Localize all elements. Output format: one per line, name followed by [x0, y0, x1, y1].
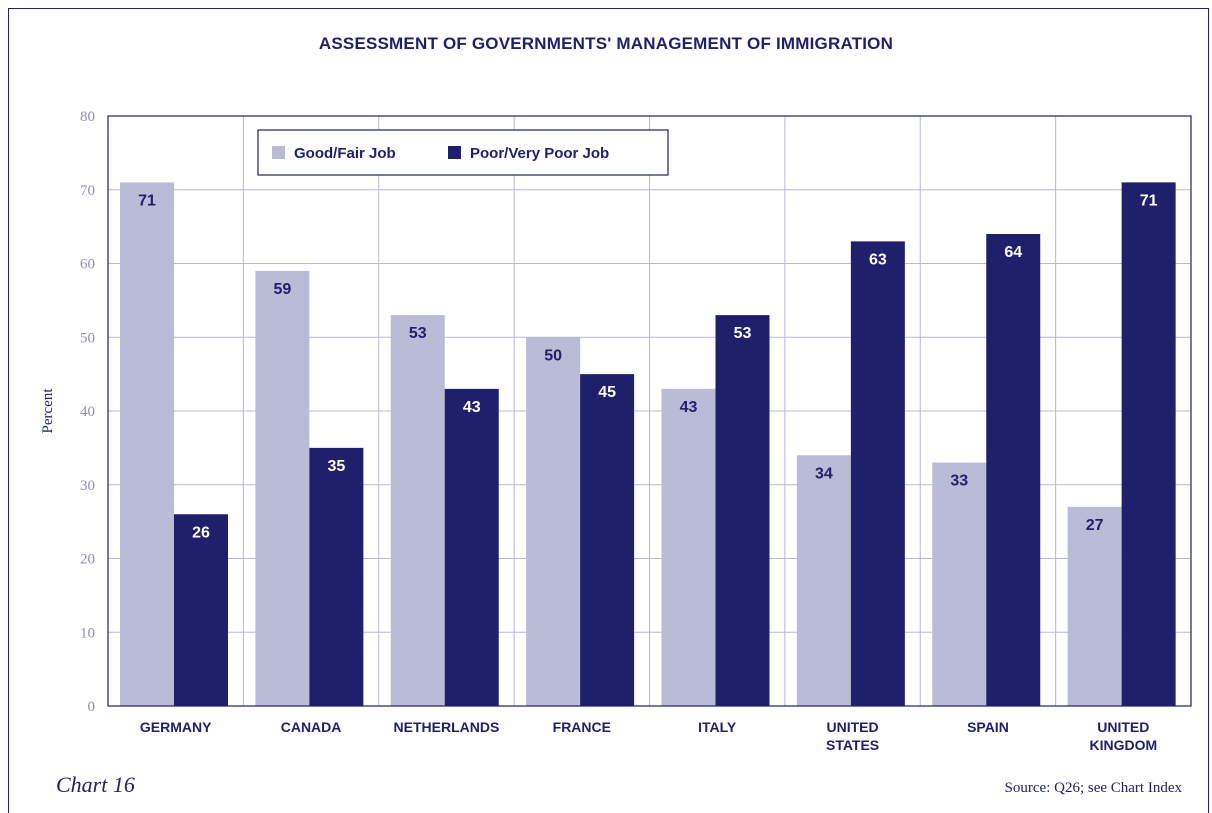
data-label: 43: [680, 399, 698, 416]
bar-layer: [120, 182, 1176, 706]
bar: [526, 337, 581, 706]
y-tick-label: 40: [80, 404, 95, 420]
legend: Good/Fair Job Poor/Very Poor Job: [257, 129, 669, 176]
bar: [986, 234, 1041, 706]
y-tick-label: 10: [80, 625, 95, 641]
data-label: 59: [273, 281, 291, 298]
data-label: 33: [950, 473, 968, 490]
data-label: 26: [192, 524, 210, 541]
y-tick-label: 70: [80, 183, 95, 199]
legend-swatch: [448, 146, 461, 159]
data-label: 35: [327, 458, 345, 475]
data-label: 71: [138, 192, 156, 209]
bar: [715, 315, 770, 706]
category-label: SPAIN: [967, 719, 1009, 735]
data-label: 34: [815, 465, 833, 482]
bar: [309, 447, 364, 706]
y-axis-label: Percent: [40, 388, 56, 434]
category-label: STATES: [826, 737, 879, 753]
plot-border: [107, 115, 1192, 707]
y-tick-label: 50: [80, 330, 95, 346]
category-label: ITALY: [698, 719, 737, 735]
data-label: 53: [734, 325, 752, 342]
category-label: UNITED: [1097, 719, 1149, 735]
source-note: Source: Q26; see Chart Index: [1004, 780, 1182, 796]
chart-number: Chart 16: [56, 772, 135, 797]
y-tick-label: 0: [88, 699, 96, 715]
bar: [1067, 506, 1122, 706]
bar: [850, 241, 905, 706]
bar: [661, 388, 716, 706]
chart-title: ASSESSMENT OF GOVERNMENTS' MANAGEMENT OF…: [318, 34, 894, 53]
category-label: GERMANY: [140, 719, 212, 735]
data-label: 53: [409, 325, 427, 342]
data-label: 50: [544, 347, 562, 364]
bar: [174, 514, 228, 706]
legend-box: [257, 129, 669, 176]
legend-label: Poor/Very Poor Job: [470, 145, 609, 162]
category-label: NETHERLANDS: [394, 719, 500, 735]
legend-swatch: [272, 146, 285, 159]
data-label: 45: [598, 384, 616, 401]
data-label: 27: [1086, 517, 1104, 534]
category-label: KINGDOM: [1089, 737, 1157, 753]
bar: [580, 374, 635, 706]
y-tick-label: 80: [80, 109, 95, 125]
bar: [255, 270, 310, 706]
category-label: CANADA: [281, 719, 342, 735]
category-label: FRANCE: [553, 719, 611, 735]
data-label: 64: [1004, 244, 1022, 261]
data-label: 43: [463, 399, 481, 416]
label-layer: 0 10 20 30 40 50 60 70 80 71 26 GERMANY 59 35 CANADA 53…: [40, 109, 1192, 753]
data-label: 63: [869, 251, 887, 268]
data-label: 71: [1140, 192, 1158, 209]
category-label: UNITED: [827, 719, 879, 735]
chart-frame: [8, 8, 1209, 813]
y-tick-label: 60: [80, 257, 95, 273]
bar: [120, 182, 174, 706]
bar: [390, 315, 445, 706]
bar: [796, 455, 851, 706]
bar: [1121, 182, 1176, 706]
legend-label: Good/Fair Job: [294, 145, 396, 162]
bar: [932, 462, 987, 706]
bar: [444, 388, 499, 706]
y-tick-label: 20: [80, 552, 95, 568]
y-tick-label: 30: [80, 478, 95, 494]
